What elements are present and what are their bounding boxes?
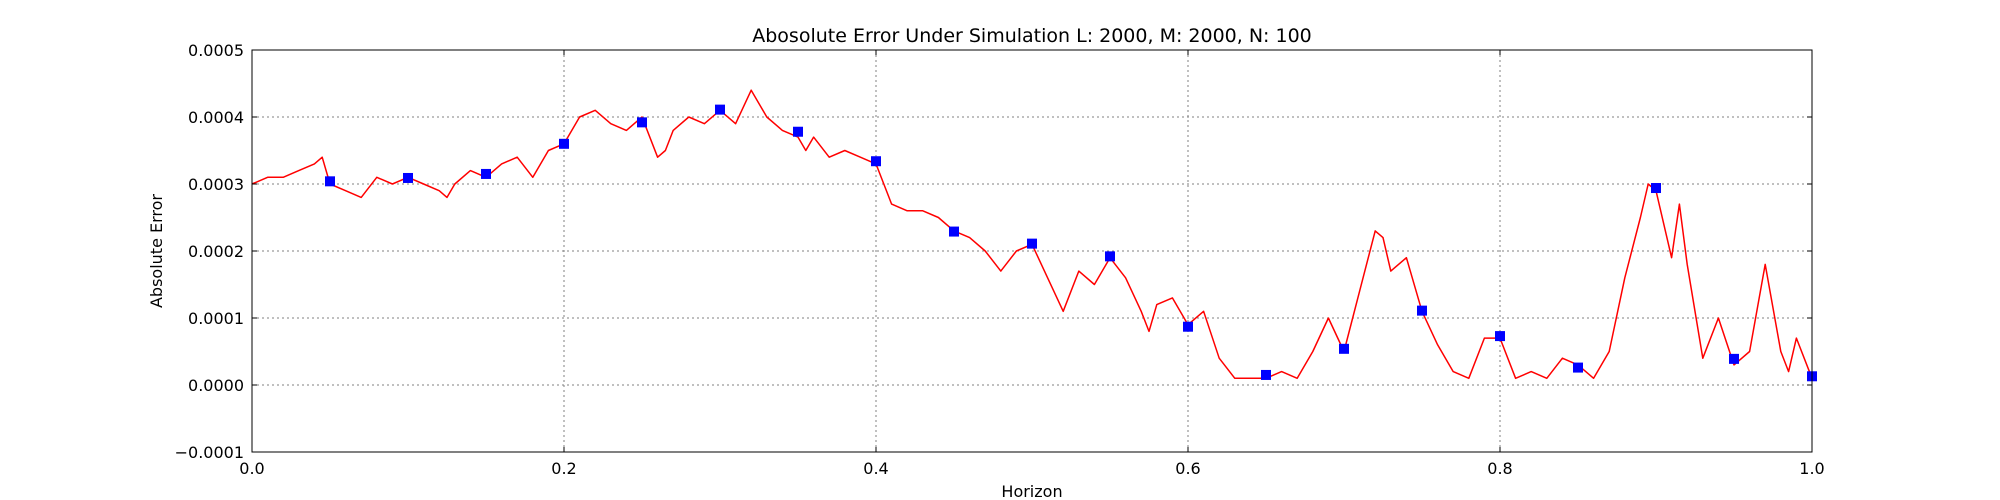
sample-marker (715, 104, 725, 115)
x-tick-label: 0.4 (863, 459, 888, 478)
sample-marker (1651, 183, 1661, 194)
sample-marker (1729, 353, 1739, 364)
y-tick-label: 0.0003 (188, 175, 244, 194)
sample-marker (1339, 343, 1349, 354)
sample-marker (1027, 238, 1037, 249)
x-tick-label: 1.0 (1799, 459, 1824, 478)
x-tick-label: 0.0 (239, 459, 264, 478)
y-tick-label: 0.0002 (188, 242, 244, 261)
sample-marker (559, 138, 569, 149)
sample-marker (637, 117, 647, 128)
y-tick-label: −0.0001 (175, 443, 244, 462)
x-tick-label: 0.2 (551, 459, 576, 478)
x-tick-label: 0.8 (1487, 459, 1512, 478)
y-tick-label: 0.0001 (188, 309, 244, 328)
axis-ticks: 0.0 0.2 0.4 0.6 0.8 1.0 −0.0001 0.0000 0.0001 0.0… (175, 41, 1825, 478)
sample-marker (403, 172, 413, 183)
sample-marker (871, 156, 881, 167)
y-axis-title: Absolute Error (147, 194, 166, 308)
grid (252, 50, 1812, 452)
sample-marker (1495, 331, 1505, 342)
sample-marker (1417, 305, 1427, 316)
sample-marker (325, 176, 335, 187)
sample-marker (1105, 251, 1115, 262)
x-tick-label: 0.6 (1175, 459, 1200, 478)
sample-marker (1261, 369, 1271, 380)
y-tick-label: 0.0000 (188, 376, 244, 395)
sample-marker (1183, 321, 1193, 332)
y-tick-label: 0.0004 (188, 108, 244, 127)
error-line (251, 89, 1813, 380)
chart-title: Abosolute Error Under Simulation L: 2000… (752, 25, 1312, 47)
y-tick-label: 0.0005 (188, 41, 244, 60)
sample-marker (481, 168, 491, 179)
sample-marker (1573, 362, 1583, 373)
sample-marker (949, 226, 959, 237)
x-axis-title: Horizon (1001, 482, 1062, 500)
sample-marker (793, 126, 803, 137)
